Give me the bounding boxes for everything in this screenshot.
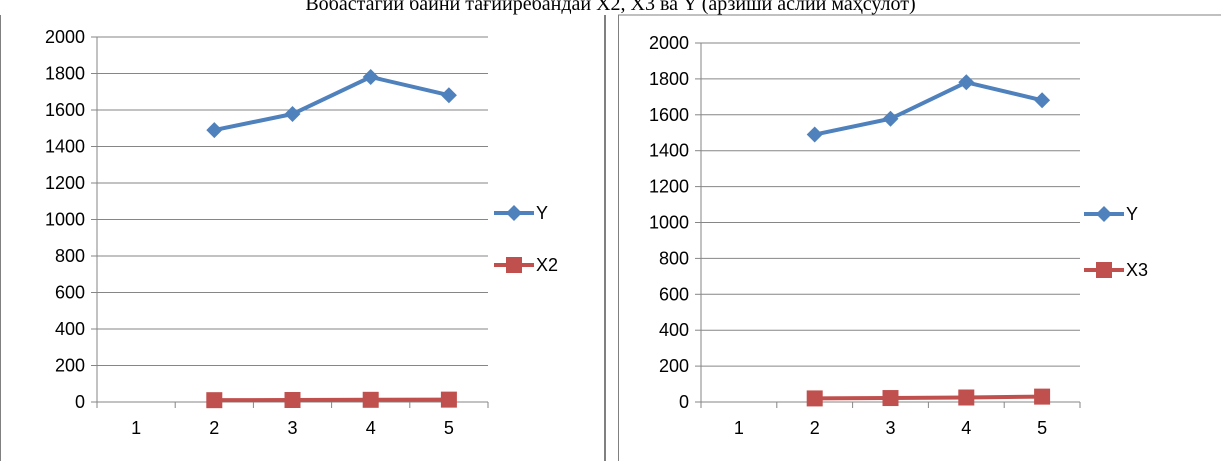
chart-panel-right: 0 200 400 600 800 1000 1200 1400 1600 1800 2000 1 2 3… xyxy=(618,14,1221,461)
data-point-x3 xyxy=(806,390,823,407)
x-tick-label: 2 xyxy=(810,418,820,438)
legend-label-x2: X2 xyxy=(536,255,558,275)
y-tick-label: 400 xyxy=(55,319,85,339)
data-point-y xyxy=(206,122,223,139)
y-tick-label: 2000 xyxy=(649,33,689,53)
chart-left: 0 200 400 600 800 1000 1200 1400 1600 1800 2000 1 2 3… xyxy=(0,15,606,461)
y-tick-label: 1800 xyxy=(45,64,85,84)
y-tick-label: 0 xyxy=(679,392,689,412)
legend-label-y: Y xyxy=(536,203,548,223)
legend-label-x3: X3 xyxy=(1126,260,1148,280)
data-point-y xyxy=(362,68,379,85)
data-point-y xyxy=(806,126,823,143)
y-tick-label: 200 xyxy=(659,356,689,376)
x-tick-label: 3 xyxy=(287,418,297,438)
series-line-y xyxy=(814,80,1043,137)
data-point-x2 xyxy=(206,392,223,409)
x-tick-label: 5 xyxy=(1037,418,1047,438)
y-tick-label: 1800 xyxy=(649,69,689,89)
x-tick-label: 1 xyxy=(734,418,744,438)
data-point-x3 xyxy=(882,390,899,407)
x-tick-label: 2 xyxy=(209,418,219,438)
series-line-x3 xyxy=(814,394,1043,401)
y-tick-label: 0 xyxy=(75,392,85,412)
legend-marker-y xyxy=(506,205,522,221)
legend-marker-x3 xyxy=(1096,262,1112,278)
y-tick-label: 800 xyxy=(659,248,689,268)
data-point-y xyxy=(440,87,457,104)
chart-panel-left: 0 200 400 600 800 1000 1200 1400 1600 1800 2000 1 2 3… xyxy=(0,15,606,461)
data-point-y xyxy=(958,74,975,91)
y-tick-label: 1400 xyxy=(45,137,85,157)
legend-label-y: Y xyxy=(1126,204,1138,224)
y-tick-label: 200 xyxy=(55,356,85,376)
data-point-y xyxy=(284,106,301,123)
data-point-y xyxy=(882,110,899,127)
data-point-x2 xyxy=(284,391,301,408)
chart-right: 0 200 400 600 800 1000 1200 1400 1600 1800 2000 1 2 3… xyxy=(618,14,1221,461)
data-point-y xyxy=(1034,92,1051,109)
x-tick-label: 5 xyxy=(444,418,454,438)
chart-caption: Вобастагии байни тағйирёбандаи X2, X3 ва… xyxy=(305,0,916,15)
y-tick-label: 2000 xyxy=(45,27,85,47)
y-tick-label: 400 xyxy=(659,320,689,340)
y-tick-label: 1600 xyxy=(45,100,85,120)
data-point-x3 xyxy=(958,389,975,406)
x-tick-label: 4 xyxy=(366,418,376,438)
data-point-x3 xyxy=(1034,388,1051,405)
y-tick-label: 800 xyxy=(55,246,85,266)
y-tick-label: 1000 xyxy=(649,213,689,233)
legend-marker-y xyxy=(1096,206,1112,222)
x-tick-label: 4 xyxy=(961,418,971,438)
data-point-x2 xyxy=(440,391,457,408)
y-tick-label: 600 xyxy=(659,284,689,304)
series-line-x2 xyxy=(214,397,449,403)
y-tick-label: 1200 xyxy=(45,173,85,193)
y-tick-label: 1200 xyxy=(649,177,689,197)
series-line-y xyxy=(213,74,450,133)
y-tick-label: 1000 xyxy=(45,210,85,230)
data-point-x2 xyxy=(362,391,379,408)
y-tick-label: 1400 xyxy=(649,141,689,161)
x-tick-label: 1 xyxy=(131,418,141,438)
x-tick-label: 3 xyxy=(885,418,895,438)
legend-marker-x2 xyxy=(506,257,522,273)
y-tick-label: 1600 xyxy=(649,105,689,125)
y-tick-label: 600 xyxy=(55,283,85,303)
